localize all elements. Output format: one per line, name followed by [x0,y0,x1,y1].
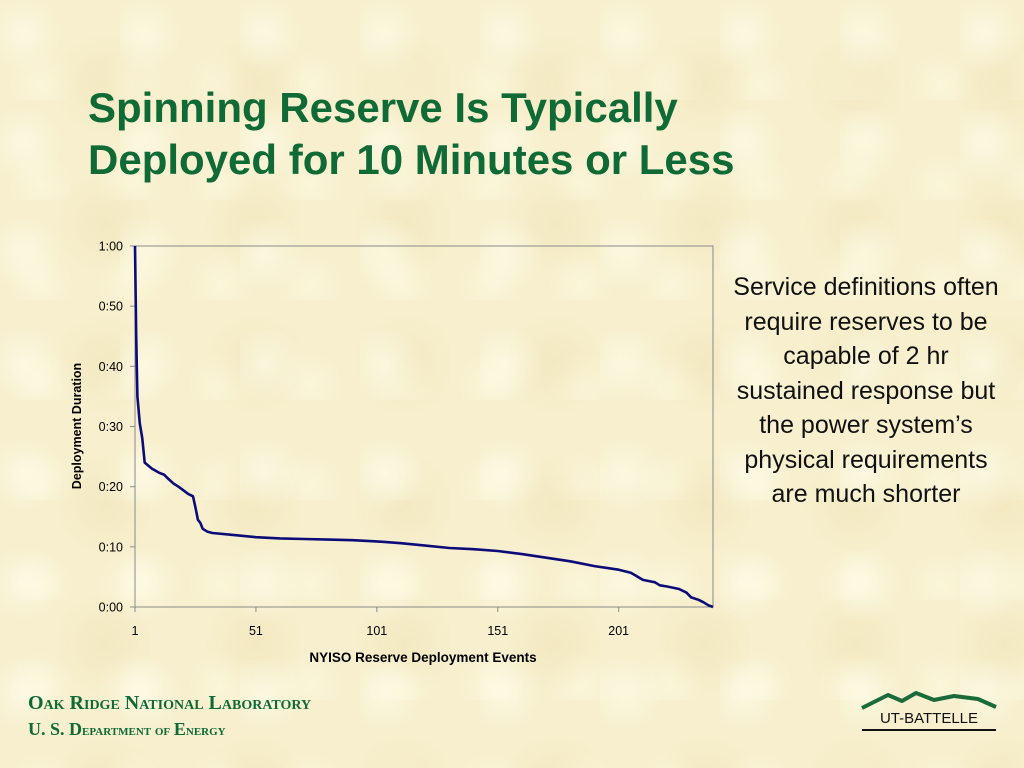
y-axis: 0:00 0:10 0:20 0:30 0:40 0:50 1:00 [99,240,135,615]
mountain-icon [861,691,997,710]
y-tick-label: 0:50 [99,300,123,314]
x-tick-label: 51 [249,624,263,638]
footer-lab-name: Oak Ridge National Laboratory [28,692,312,714]
y-tick-label: 0:20 [99,480,123,494]
logo-text: UT-BATTELLE [880,710,978,727]
y-tick-label: 0:00 [99,601,123,615]
title-line-1: Spinning Reserve Is Typically [88,84,678,131]
x-tick-label: 201 [608,624,629,638]
slide-title: Spinning Reserve Is Typically Deployed f… [88,82,968,186]
y-tick-label: 0:30 [99,420,123,434]
y-tick-label: 0:40 [99,360,123,374]
x-axis-label: NYISO Reserve Deployment Events [309,650,536,665]
footer-department: U. S. Department of Energy [28,719,226,739]
y-tick-label: 0:10 [99,540,123,554]
x-tick-label: 101 [366,624,387,638]
ut-battelle-logo: UT-BATTELLE [861,691,997,731]
x-axis: 1 51 101 151 201 [132,607,629,638]
plot-area [134,245,714,608]
side-note: Service definitions often require reserv… [733,273,999,508]
x-tick-label: 1 [132,624,139,638]
deployment-duration-line [133,245,714,609]
x-tick-label: 151 [487,624,508,638]
footer-organization: Oak Ridge National Laboratory U. S. Depa… [28,690,311,744]
y-axis-label: Deployment Duration [70,363,84,489]
y-tick-label: 1:00 [99,240,123,254]
title-line-2: Deployed for 10 Minutes or Less [88,136,735,183]
